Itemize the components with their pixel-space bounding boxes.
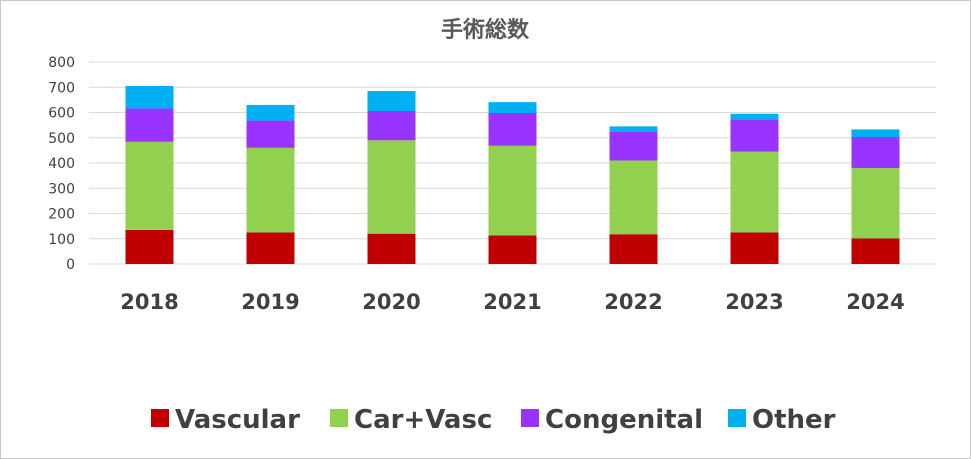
y-tick-label-200: 200 <box>48 207 75 223</box>
y-tick-label-500: 500 <box>48 131 75 147</box>
bar-car-vasc-2023 <box>730 151 779 233</box>
y-axis-tick-labels: 0 100 200 300 400 500 600 700 800 <box>48 55 75 273</box>
bar-car-vasc-2022 <box>609 160 658 235</box>
bar-car-vasc-2021 <box>488 145 537 236</box>
legend-label-other: Other <box>752 405 836 435</box>
bar-vascular-2018 <box>125 229 174 264</box>
bar-vascular-2023 <box>730 232 779 264</box>
bar-other-2020 <box>367 91 416 111</box>
y-tick-label-400: 400 <box>48 156 75 172</box>
bar-other-2022 <box>609 126 658 132</box>
bar-car-vasc-2024 <box>851 168 900 239</box>
y-tick-label-300: 300 <box>48 181 75 197</box>
bar-vascular-2019 <box>246 232 295 264</box>
bar-vascular-2022 <box>609 234 658 264</box>
bar-congenital-2019 <box>246 120 295 148</box>
bars <box>125 85 900 264</box>
bar-other-2019 <box>246 104 295 121</box>
x-tick-label-2022: 2022 <box>604 290 662 314</box>
y-tick-label-700: 700 <box>48 80 75 96</box>
x-tick-label-2019: 2019 <box>241 290 299 314</box>
bar-congenital-2023 <box>730 119 779 152</box>
bar-congenital-2024 <box>851 136 900 169</box>
legend: Vascular Car+Vasc Congenital Other <box>151 405 836 435</box>
x-tick-label-2023: 2023 <box>725 290 783 314</box>
legend-label-car-vasc: Car+Vasc <box>354 405 492 435</box>
legend-label-vascular: Vascular <box>175 405 300 435</box>
bar-car-vasc-2018 <box>125 141 174 230</box>
bar-congenital-2022 <box>609 131 658 161</box>
bar-car-vasc-2020 <box>367 140 416 234</box>
x-tick-label-2021: 2021 <box>483 290 541 314</box>
bar-vascular-2020 <box>367 233 416 264</box>
legend-swatch-congenital <box>521 409 539 427</box>
x-tick-label-2020: 2020 <box>362 290 420 314</box>
y-tick-label-0: 0 <box>66 257 75 273</box>
bar-car-vasc-2019 <box>246 147 295 233</box>
bar-congenital-2021 <box>488 113 537 146</box>
x-axis-tick-labels: 2018 2019 2020 2021 2022 2023 2024 <box>120 290 904 314</box>
legend-swatch-vascular <box>151 409 169 427</box>
bar-other-2024 <box>851 129 900 137</box>
y-tick-label-100: 100 <box>48 232 75 248</box>
legend-label-congenital: Congenital <box>545 405 703 435</box>
x-tick-label-2024: 2024 <box>846 290 904 314</box>
legend-swatch-car-vasc <box>330 409 348 427</box>
bar-vascular-2024 <box>851 238 900 264</box>
legend-swatch-other <box>728 409 746 427</box>
bar-vascular-2021 <box>488 235 537 264</box>
chart-title: 手術総数 <box>441 17 530 43</box>
x-tick-label-2018: 2018 <box>120 290 178 314</box>
bar-other-2023 <box>730 113 779 120</box>
bar-other-2018 <box>125 85 174 109</box>
y-tick-label-600: 600 <box>48 106 75 122</box>
bar-congenital-2020 <box>367 110 416 141</box>
bar-other-2021 <box>488 102 537 114</box>
bar-congenital-2018 <box>125 108 174 142</box>
y-tick-label-800: 800 <box>48 55 75 71</box>
